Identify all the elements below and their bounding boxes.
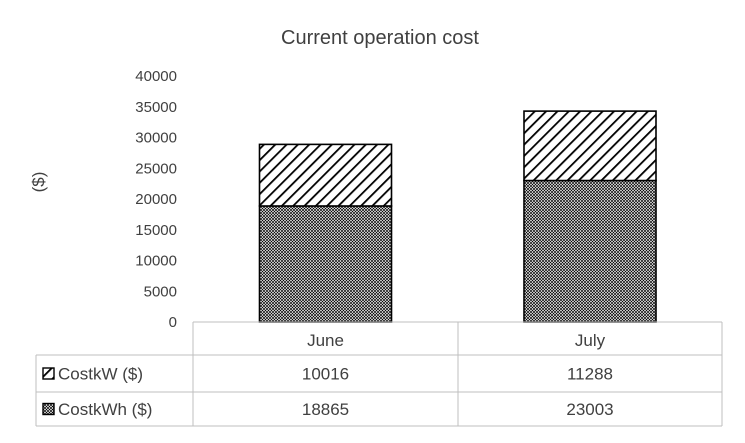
bars (258, 110, 657, 323)
legend-label: CostkWh ($) (58, 400, 152, 419)
y-tick-label: 15000 (135, 222, 177, 239)
bar-segment (258, 205, 393, 323)
category-label: July (575, 331, 606, 350)
bar-segment (523, 110, 657, 182)
category-label: June (307, 331, 344, 350)
y-tick-label: 40000 (135, 68, 177, 85)
chart-title: Current operation cost (281, 27, 479, 49)
legend-key (42, 402, 55, 416)
data-table: June July CostkW ($) 10016 11288 CostkWh ($) 1… (35, 321, 723, 427)
bar-segment (523, 179, 657, 323)
legend-key (42, 367, 55, 380)
data-label: 18865 (302, 400, 349, 419)
data-label: 10016 (302, 365, 349, 384)
y-axis-label: ($) (29, 172, 48, 193)
y-tick-label: 0 (169, 314, 177, 331)
data-label: 23003 (566, 400, 613, 419)
y-axis-ticks: 0 5000 10000 15000 20000 25000 30000 35000 40000 (135, 68, 177, 331)
table-cells: June July CostkW ($) 10016 11288 CostkWh ($) 1… (42, 331, 614, 419)
y-tick-label: 5000 (144, 283, 177, 300)
y-tick-label: 20000 (135, 191, 177, 208)
legend-label: CostkW ($) (58, 365, 143, 384)
y-tick-label: 25000 (135, 160, 177, 177)
bar-segment (258, 143, 393, 207)
y-tick-label: 10000 (135, 253, 177, 270)
y-tick-label: 35000 (135, 99, 177, 116)
table-grid-lines (35, 321, 723, 427)
data-label: 11288 (567, 365, 613, 384)
y-tick-label: 30000 (135, 130, 177, 147)
